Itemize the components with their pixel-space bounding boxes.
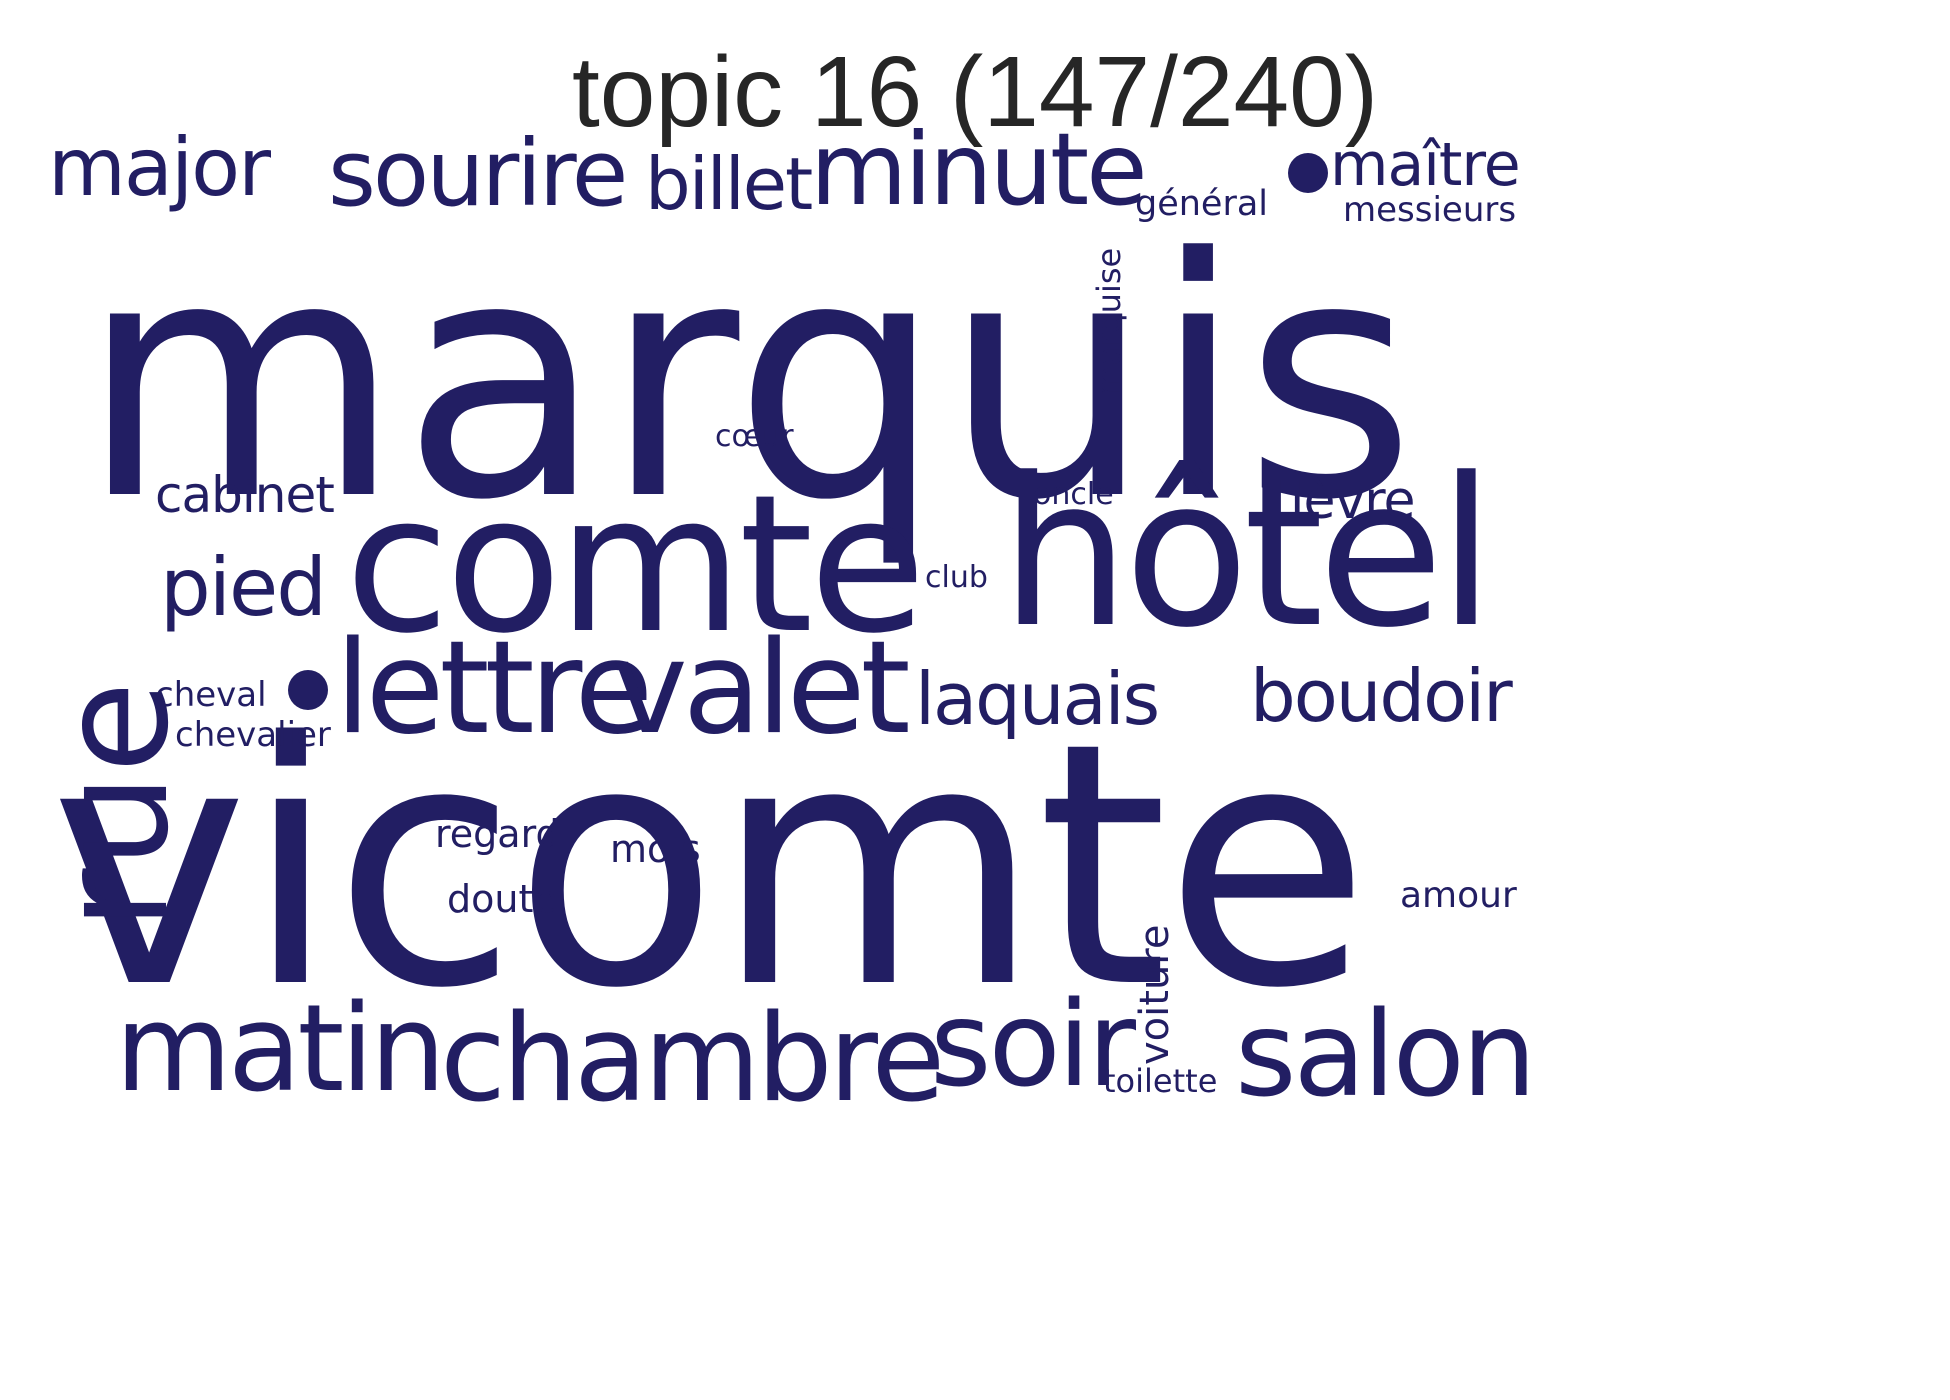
word-salon: salon (1235, 985, 1537, 1123)
word-valet: valet (612, 614, 911, 763)
word-levre: lèvre (1290, 471, 1415, 531)
word-chevalier: chevalier (175, 715, 331, 755)
word-major: major (48, 121, 271, 214)
word-voiture: voiture (1132, 924, 1178, 1065)
word-lettre: lettre (335, 614, 653, 763)
bullet-dot-top (1288, 153, 1328, 193)
word-rue: rue (28, 680, 202, 930)
word-doute: doute (447, 877, 557, 921)
word-laquais: laquais (915, 657, 1160, 741)
word-coeur: cœur (715, 419, 794, 454)
word-chambre: chambre (440, 990, 945, 1129)
word-marquise: marquise (1090, 247, 1128, 397)
word-soir: soir (930, 975, 1136, 1113)
word-amour: amour (1400, 875, 1517, 916)
word-cheval: cheval (155, 675, 267, 715)
word-boudoir: boudoir (1250, 654, 1513, 738)
word-general: général (1135, 184, 1269, 224)
word-matin: matin (115, 980, 446, 1119)
word-vicomte: vicomte (50, 672, 1370, 1062)
chart-title: topic 16 (147/240) (571, 36, 1379, 148)
word-oncle: oncle (1033, 477, 1114, 512)
bullet-dot-left (288, 670, 328, 710)
word-minute: minute (810, 111, 1148, 228)
word-regard: regard (435, 812, 560, 856)
word-pied: pied (160, 541, 327, 634)
word-sourire: sourire (328, 120, 628, 227)
word-comte: comte (345, 454, 926, 675)
word-toilette: toilette (1103, 1062, 1218, 1100)
word-maitre: maître (1330, 130, 1521, 200)
word-club: club (925, 560, 988, 595)
word-cabinet: cabinet (155, 466, 335, 524)
word-messieurs: messieurs (1343, 190, 1517, 230)
word-marquis: marquis (80, 188, 1416, 572)
word-hotel: hôtel (1000, 435, 1495, 673)
word-billet: billet (645, 142, 813, 226)
word-mois: mois (610, 827, 701, 871)
